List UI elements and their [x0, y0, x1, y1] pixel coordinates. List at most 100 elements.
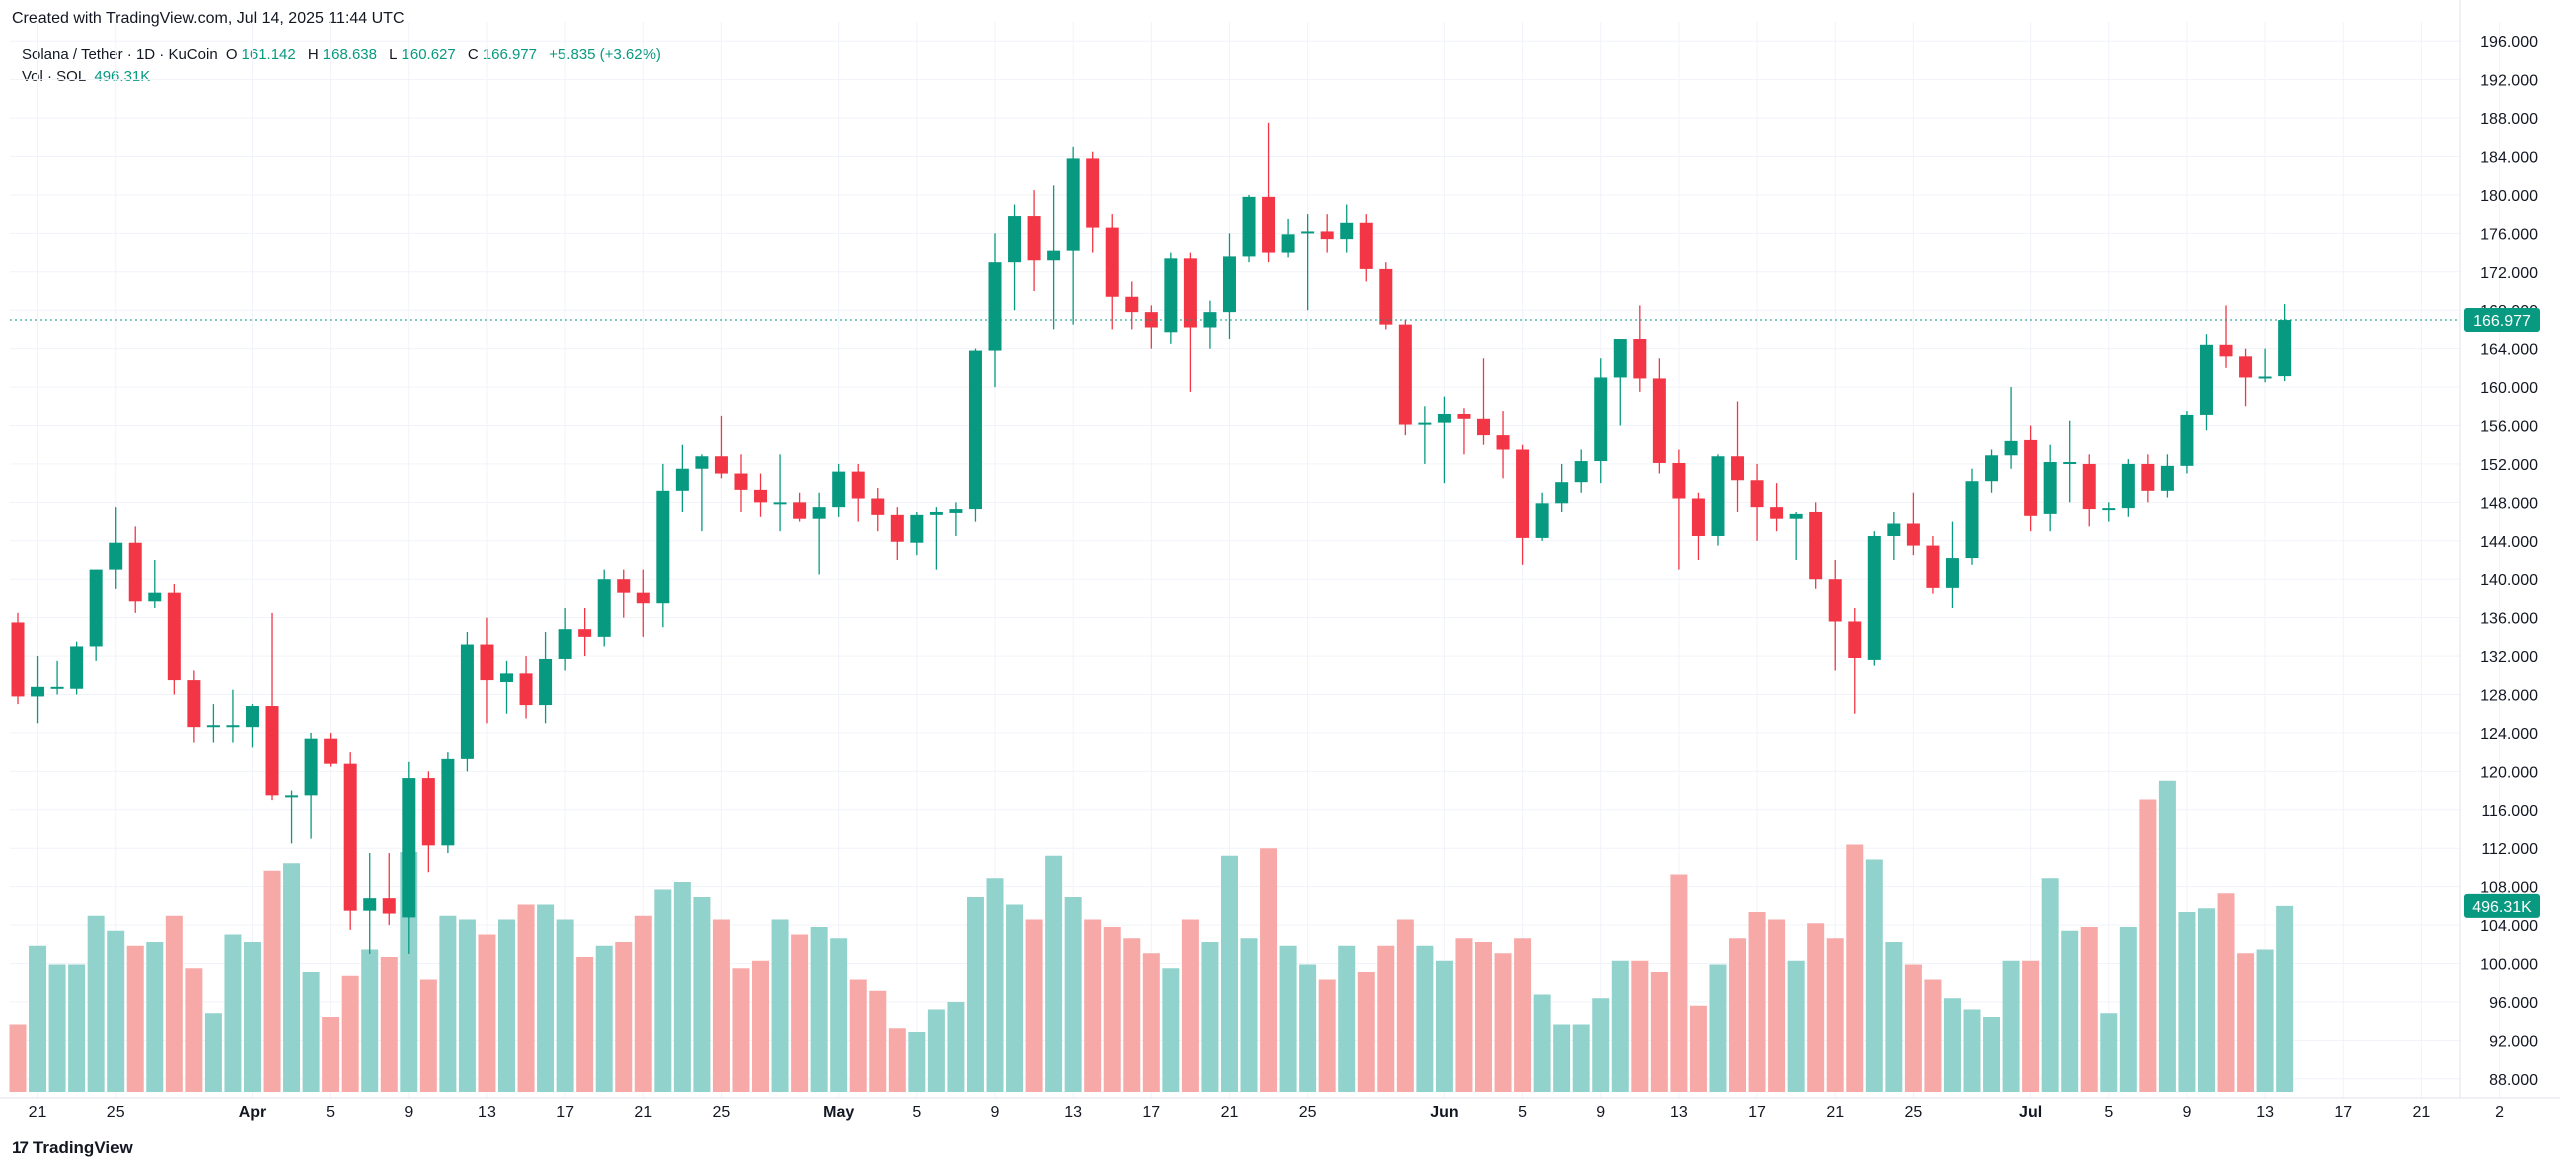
- candle-body: [1828, 579, 1842, 622]
- volume-bar: [2178, 912, 2196, 1092]
- y-tick-label: 104.000: [2480, 918, 2538, 935]
- created-with-caption: Created with TradingView.com, Jul 14, 20…: [12, 10, 405, 27]
- x-tick-label: 13: [2256, 1104, 2274, 1121]
- volume-bar: [1943, 998, 1961, 1092]
- candle-body: [1281, 234, 1295, 253]
- candle-body: [2004, 440, 2018, 456]
- candle-body: [812, 507, 826, 519]
- y-tick-label: 188.000: [2480, 111, 2538, 128]
- candle-body: [304, 738, 318, 796]
- volume-bar: [1201, 942, 1219, 1092]
- volume-bar: [1963, 1009, 1981, 1092]
- x-tick-label: 9: [991, 1104, 1000, 1121]
- open-label: O: [225, 46, 238, 63]
- candle-body: [128, 542, 142, 602]
- volume-bar: [87, 915, 105, 1092]
- x-tick-label: 17: [556, 1104, 574, 1121]
- candle-body: [1222, 256, 1236, 313]
- volume-bar: [419, 979, 437, 1092]
- volume-bar: [1631, 960, 1649, 1092]
- candle-body: [910, 514, 924, 543]
- volume-bar: [556, 919, 574, 1092]
- volume-bar: [48, 964, 66, 1092]
- candle-body: [968, 350, 982, 510]
- symbol-label[interactable]: Solana / Tether · 1D · KuCoin: [22, 46, 218, 63]
- volume-bar: [1338, 945, 1356, 1092]
- x-tick-label: 21: [2413, 1104, 2431, 1121]
- y-tick-label: 196.000: [2480, 34, 2538, 51]
- volume-bar: [29, 945, 47, 1092]
- volume-bar: [185, 968, 203, 1092]
- candle-body: [1945, 558, 1959, 588]
- tradingview-logo[interactable]: 17 TradingView: [12, 1138, 133, 1158]
- volume-bar: [1533, 994, 1551, 1092]
- candle-body: [109, 542, 123, 570]
- volume-bar: [849, 979, 867, 1092]
- volume-bar: [2041, 878, 2059, 1092]
- volume-bar: [341, 975, 359, 1092]
- candle-body: [578, 629, 592, 637]
- candle-body: [1183, 258, 1197, 328]
- candle-body: [31, 686, 45, 697]
- volume-bar: [1162, 968, 1180, 1092]
- candle-body: [89, 569, 103, 647]
- volume-bar: [1279, 945, 1297, 1092]
- candle-body: [1027, 216, 1041, 261]
- candle-body: [70, 646, 84, 689]
- y-tick-label: 124.000: [2480, 726, 2538, 743]
- candle-body: [2024, 439, 2038, 516]
- candle-body: [441, 758, 455, 846]
- volume-bar: [165, 915, 183, 1092]
- candle-body: [714, 456, 728, 474]
- volume-bar: [1787, 960, 1805, 1092]
- volume-bar: [439, 915, 457, 1092]
- x-tick-label: Jun: [1430, 1104, 1458, 1121]
- volume-bar: [654, 889, 672, 1092]
- x-tick-label: 21: [1221, 1104, 1239, 1121]
- volume-bar: [2158, 780, 2176, 1092]
- volume-bar: [1181, 919, 1199, 1092]
- candle-body: [50, 686, 64, 689]
- y-tick-label: 148.000: [2480, 495, 2538, 512]
- x-tick-label: 17: [1142, 1104, 1160, 1121]
- candle-body: [1574, 461, 1588, 483]
- volume-bar: [2217, 893, 2235, 1092]
- volume-bar: [1807, 923, 1825, 1092]
- volume-bar: [2119, 927, 2137, 1092]
- volume-bar: [810, 927, 828, 1092]
- candle-body: [2258, 376, 2272, 379]
- volume-bar: [673, 882, 691, 1092]
- last-price-badge: [2464, 308, 2540, 333]
- volume-bar: [1240, 938, 1258, 1092]
- volume-bar: [517, 904, 535, 1092]
- volume-bar: [1220, 855, 1238, 1092]
- candle-body: [832, 471, 846, 508]
- candle-body: [363, 898, 377, 911]
- volume-label[interactable]: Vol · SOL: [22, 68, 87, 85]
- volume-bar: [458, 919, 476, 1092]
- volume-bar: [146, 942, 164, 1092]
- volume-bar: [322, 1017, 340, 1092]
- x-tick-label: 17: [1748, 1104, 1766, 1121]
- candle-body: [871, 498, 885, 515]
- last-price-label: 166.977: [2473, 313, 2531, 330]
- candle-body: [1125, 296, 1139, 313]
- volume-bar: [634, 915, 652, 1092]
- volume-bar: [537, 904, 555, 1092]
- volume-bar: [830, 938, 848, 1092]
- volume-bar: [908, 1032, 926, 1092]
- candle-body: [1242, 196, 1256, 257]
- candle-body: [1398, 324, 1412, 425]
- ohlc-row: Solana / Tether · 1D · KuCoin O 161.142 H…: [22, 44, 665, 66]
- candle-body: [1906, 523, 1920, 546]
- volume-bar: [302, 972, 320, 1092]
- volume-bar: [947, 1002, 965, 1092]
- candle-body: [324, 738, 338, 764]
- volume-bar: [732, 968, 750, 1092]
- x-tick-label: 25: [107, 1104, 125, 1121]
- candle-body: [2121, 463, 2135, 509]
- volume-bar: [1260, 848, 1278, 1092]
- volume-bar: [752, 960, 770, 1092]
- volume-bar: [1455, 938, 1473, 1092]
